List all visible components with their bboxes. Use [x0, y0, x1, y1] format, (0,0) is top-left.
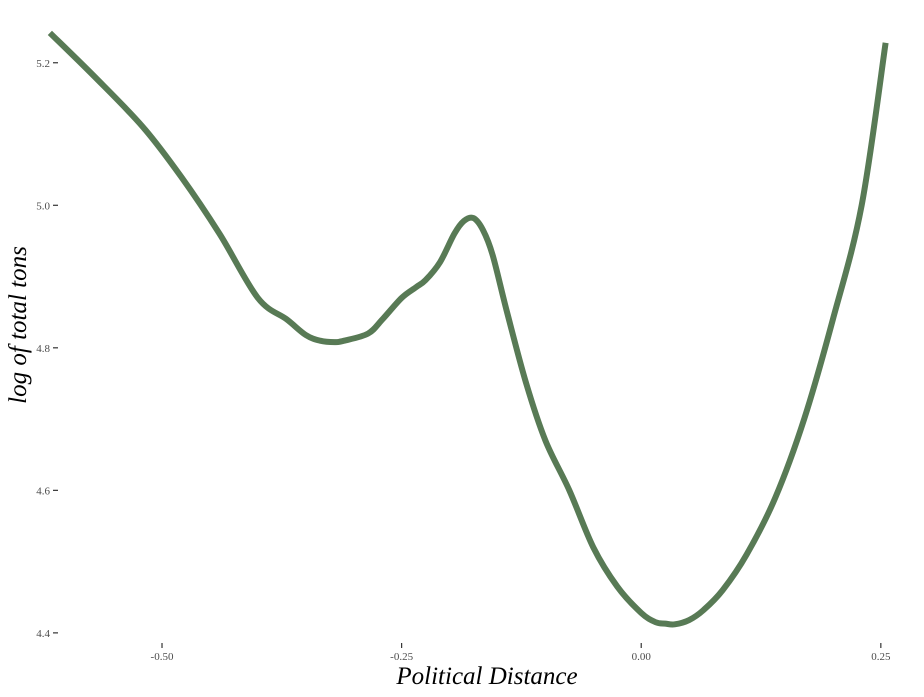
- x-axis: -0.50 -0.25 0.00 0.25: [151, 643, 891, 663]
- series-line: [47, 30, 889, 628]
- y-axis: 4.4 4.6 4.8 5.0 5.2: [36, 58, 58, 640]
- x-tick-label: 0.25: [871, 651, 891, 663]
- y-tick-label: 4.6: [36, 485, 50, 497]
- x-tick-label: 0.00: [632, 651, 652, 663]
- y-axis-title: log of total tons: [5, 246, 32, 404]
- y-tick-label: 4.8: [36, 343, 50, 355]
- y-tick-label: 4.4: [36, 628, 50, 640]
- y-tick-label: 5.0: [36, 200, 50, 212]
- series-layer: [47, 30, 889, 628]
- x-axis-title: Political Distance: [395, 663, 577, 690]
- x-tick-label: -0.25: [390, 651, 413, 663]
- x-tick-label: -0.50: [151, 651, 174, 663]
- y-tick-label: 5.2: [36, 58, 50, 70]
